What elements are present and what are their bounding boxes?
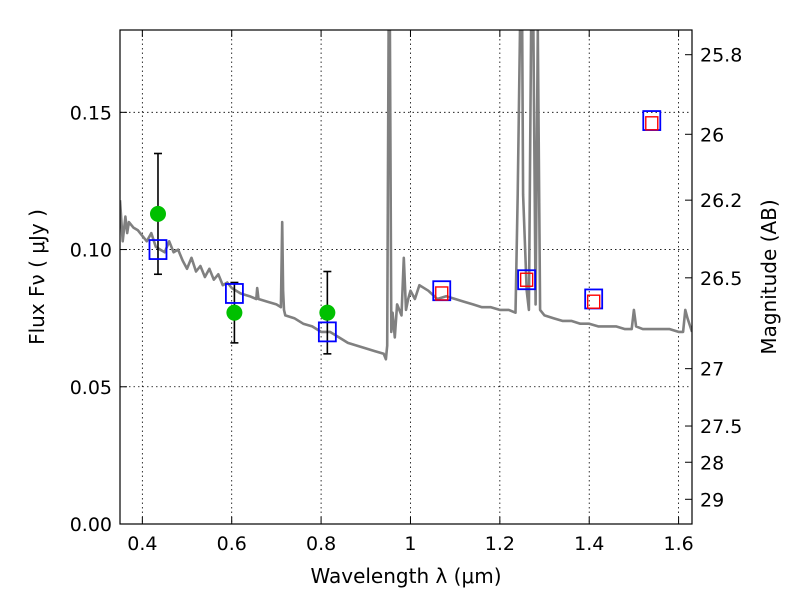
y-tick-label: 0.05 bbox=[70, 377, 112, 399]
right-tick-label: 27 bbox=[700, 359, 724, 381]
x-tick-label: 0.6 bbox=[217, 533, 247, 555]
model-square-red bbox=[645, 116, 659, 131]
right-tick-label: 28 bbox=[700, 452, 724, 474]
y-axis-label-right: Magnitude (AB) bbox=[757, 199, 781, 354]
x-axis-label: Wavelength λ (μm) bbox=[310, 564, 501, 588]
observed-point bbox=[319, 304, 336, 321]
model-square-blue bbox=[517, 269, 537, 291]
plot-frame bbox=[119, 29, 693, 525]
model-square-blue bbox=[224, 283, 244, 304]
y-tick-label: 0.00 bbox=[70, 514, 112, 536]
model-square-blue bbox=[148, 239, 168, 260]
y-tick-label: 0.15 bbox=[70, 102, 112, 124]
model-square-red bbox=[586, 294, 601, 309]
right-tick-label: 26.2 bbox=[700, 190, 742, 212]
right-tick-label: 27.5 bbox=[700, 416, 742, 438]
x-tick-label: 1.6 bbox=[663, 533, 693, 555]
right-tick-label: 29 bbox=[700, 489, 724, 511]
model-square-red bbox=[435, 286, 449, 301]
right-tick-label: 25.8 bbox=[700, 45, 742, 67]
right-tick-label: 26 bbox=[700, 124, 724, 146]
x-tick-label: 1.4 bbox=[574, 533, 604, 555]
observed-point bbox=[149, 205, 166, 222]
right-tick-label: 26.5 bbox=[700, 268, 742, 290]
model-square-blue bbox=[317, 321, 337, 343]
model-square-red bbox=[519, 272, 534, 287]
x-tick-label: 1.2 bbox=[485, 533, 515, 555]
y-axis-right: 25.8 26 26.2 26.5 27 27.5 28 29 bbox=[685, 45, 742, 511]
plot-area bbox=[120, 30, 692, 361]
y-tick-label: 0.10 bbox=[70, 240, 112, 262]
observed-point bbox=[226, 304, 243, 321]
y-axis-left: 0.00 0.05 0.10 0.15 bbox=[70, 102, 127, 536]
sed-template-line bbox=[120, 30, 692, 361]
x-tick-label: 1 bbox=[404, 533, 416, 555]
x-tick-label: 0.4 bbox=[127, 533, 157, 555]
x-axis: 0.4 0.6 0.8 1 1.2 1.4 1.6 bbox=[127, 30, 694, 555]
x-tick-label: 0.8 bbox=[306, 533, 336, 555]
grid bbox=[120, 30, 692, 524]
y-axis-label-left: Flux Fν ( μJy ) bbox=[25, 209, 49, 345]
